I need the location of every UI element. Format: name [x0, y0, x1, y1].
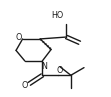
- Text: N: N: [42, 62, 48, 71]
- Text: O: O: [57, 66, 63, 75]
- Text: O: O: [22, 81, 28, 90]
- Text: O: O: [15, 33, 21, 42]
- Text: HO: HO: [52, 11, 64, 20]
